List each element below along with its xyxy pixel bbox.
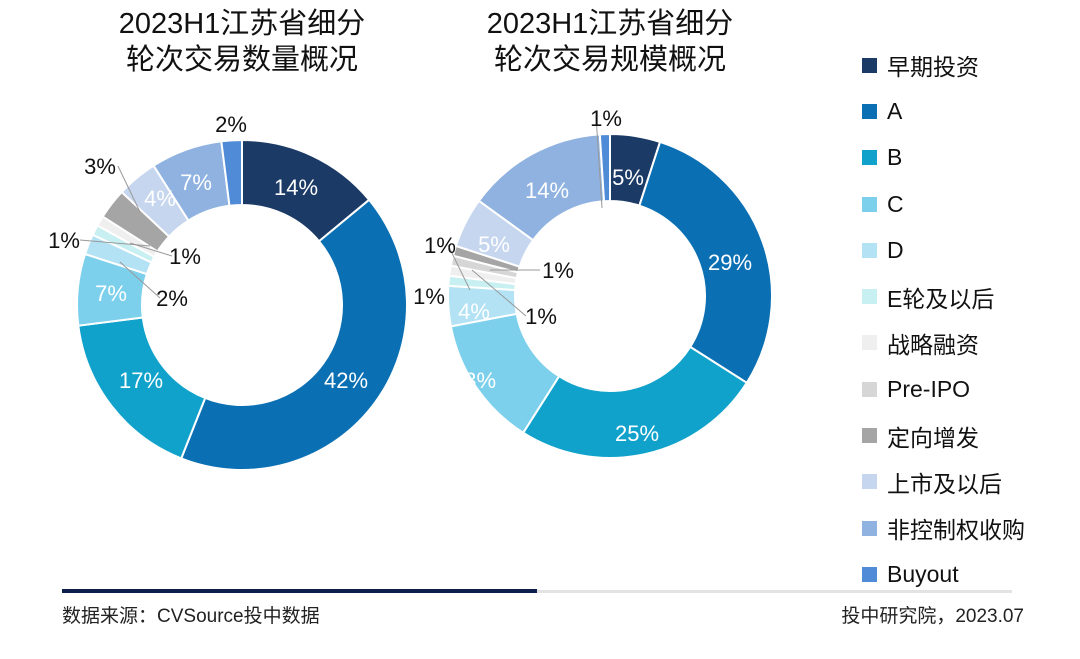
chart-title-left: 2023H1江苏省细分 轮次交易数量概况 — [62, 6, 422, 78]
leader-line — [117, 165, 141, 213]
donut-slice — [521, 345, 749, 459]
legend-swatch — [862, 474, 877, 490]
data-label: 5% — [612, 165, 644, 190]
legend: 早期投资 A B C D E轮及以后战略融资 Pre-IPO 定向增发上市及以后非控制权收购 B… — [862, 42, 1025, 598]
donut-slice — [220, 138, 243, 207]
legend-swatch — [862, 335, 877, 351]
legend-label: E轮及以后 — [887, 285, 995, 312]
donut-slice — [598, 132, 611, 203]
donut-slice — [179, 198, 408, 471]
data-label: 14% — [525, 178, 569, 203]
data-label: 14% — [274, 175, 318, 200]
title-line: 轮次交易规模概况 — [493, 44, 726, 76]
data-label: 1% — [525, 304, 557, 329]
legend-swatch — [862, 57, 877, 73]
legend-label: 战略融资 — [887, 331, 979, 358]
legend-label: D — [887, 236, 904, 263]
source-note: 数据来源：CVSource投中数据 — [62, 606, 320, 627]
legend-label: 上市及以后 — [887, 470, 1002, 497]
legend-item: B — [862, 135, 1025, 181]
legend-item: A — [862, 88, 1025, 134]
legend-swatch — [862, 150, 877, 166]
title-line: 轮次交易数量概况 — [125, 44, 358, 76]
divider-light — [537, 590, 1012, 593]
legend-swatch — [862, 428, 877, 444]
leader-line — [471, 269, 527, 317]
data-label: 4% — [458, 299, 490, 324]
legend-swatch — [862, 381, 877, 397]
legend-label: 非控制权收购 — [887, 517, 1025, 544]
data-label: 3% — [84, 154, 116, 179]
data-label: 17% — [119, 368, 163, 393]
divider-dark — [62, 589, 537, 593]
legend-item: Buyout — [862, 551, 1025, 597]
data-label: 4% — [144, 186, 176, 211]
data-label: 1% — [169, 244, 201, 269]
legend-swatch — [862, 242, 877, 258]
leader-line — [129, 242, 173, 257]
data-label: 1% — [542, 258, 574, 283]
legend-item: D — [862, 227, 1025, 273]
title-line: 2023H1江苏省细分 — [118, 8, 366, 40]
legend-item: 定向增发 — [862, 412, 1025, 458]
legend-swatch — [862, 520, 877, 536]
legend-swatch — [862, 196, 877, 212]
org-date: 投中研究院，2023.07 — [841, 606, 1024, 627]
legend-item: E轮及以后 — [862, 273, 1025, 319]
legend-item: 战略融资 — [862, 320, 1025, 366]
data-label: 2% — [156, 286, 188, 311]
legend-label: 早期投资 — [887, 54, 979, 81]
leader-line — [79, 239, 151, 247]
donut-slice — [638, 140, 773, 385]
data-label: 42% — [324, 368, 368, 393]
legend-item: 非控制权收购 — [862, 505, 1025, 551]
legend-item: C — [862, 181, 1025, 227]
legend-item: 早期投资 — [862, 42, 1025, 88]
legend-label: Pre-IPO — [887, 375, 971, 402]
data-label: 1% — [48, 228, 80, 253]
chart-title-right: 2023H1江苏省细分 轮次交易规模概况 — [430, 6, 790, 78]
data-label: 13% — [452, 368, 496, 393]
data-label: 1% — [413, 284, 445, 309]
legend-label: C — [887, 190, 904, 217]
legend-swatch — [862, 566, 877, 582]
legend-label: B — [887, 144, 903, 171]
legend-label: A — [887, 97, 903, 124]
legend-label: Buyout — [887, 560, 959, 587]
leader-line — [119, 261, 161, 299]
data-label: 2% — [215, 112, 247, 137]
leader-line — [447, 244, 471, 291]
data-label: 29% — [708, 250, 752, 275]
data-label: 7% — [95, 281, 127, 306]
legend-item: 上市及以后 — [862, 459, 1025, 505]
data-label: 1% — [590, 106, 622, 131]
legend-swatch — [862, 103, 877, 119]
title-line: 2023H1江苏省细分 — [486, 8, 734, 40]
legend-item: Pre-IPO — [862, 366, 1025, 412]
data-label: 25% — [615, 421, 659, 446]
data-label: 5% — [478, 232, 510, 257]
legend-swatch — [862, 289, 877, 305]
legend-label: 定向增发 — [887, 424, 979, 451]
leader-line — [595, 115, 603, 209]
data-label: 7% — [180, 170, 212, 195]
data-label: 1% — [424, 233, 456, 258]
